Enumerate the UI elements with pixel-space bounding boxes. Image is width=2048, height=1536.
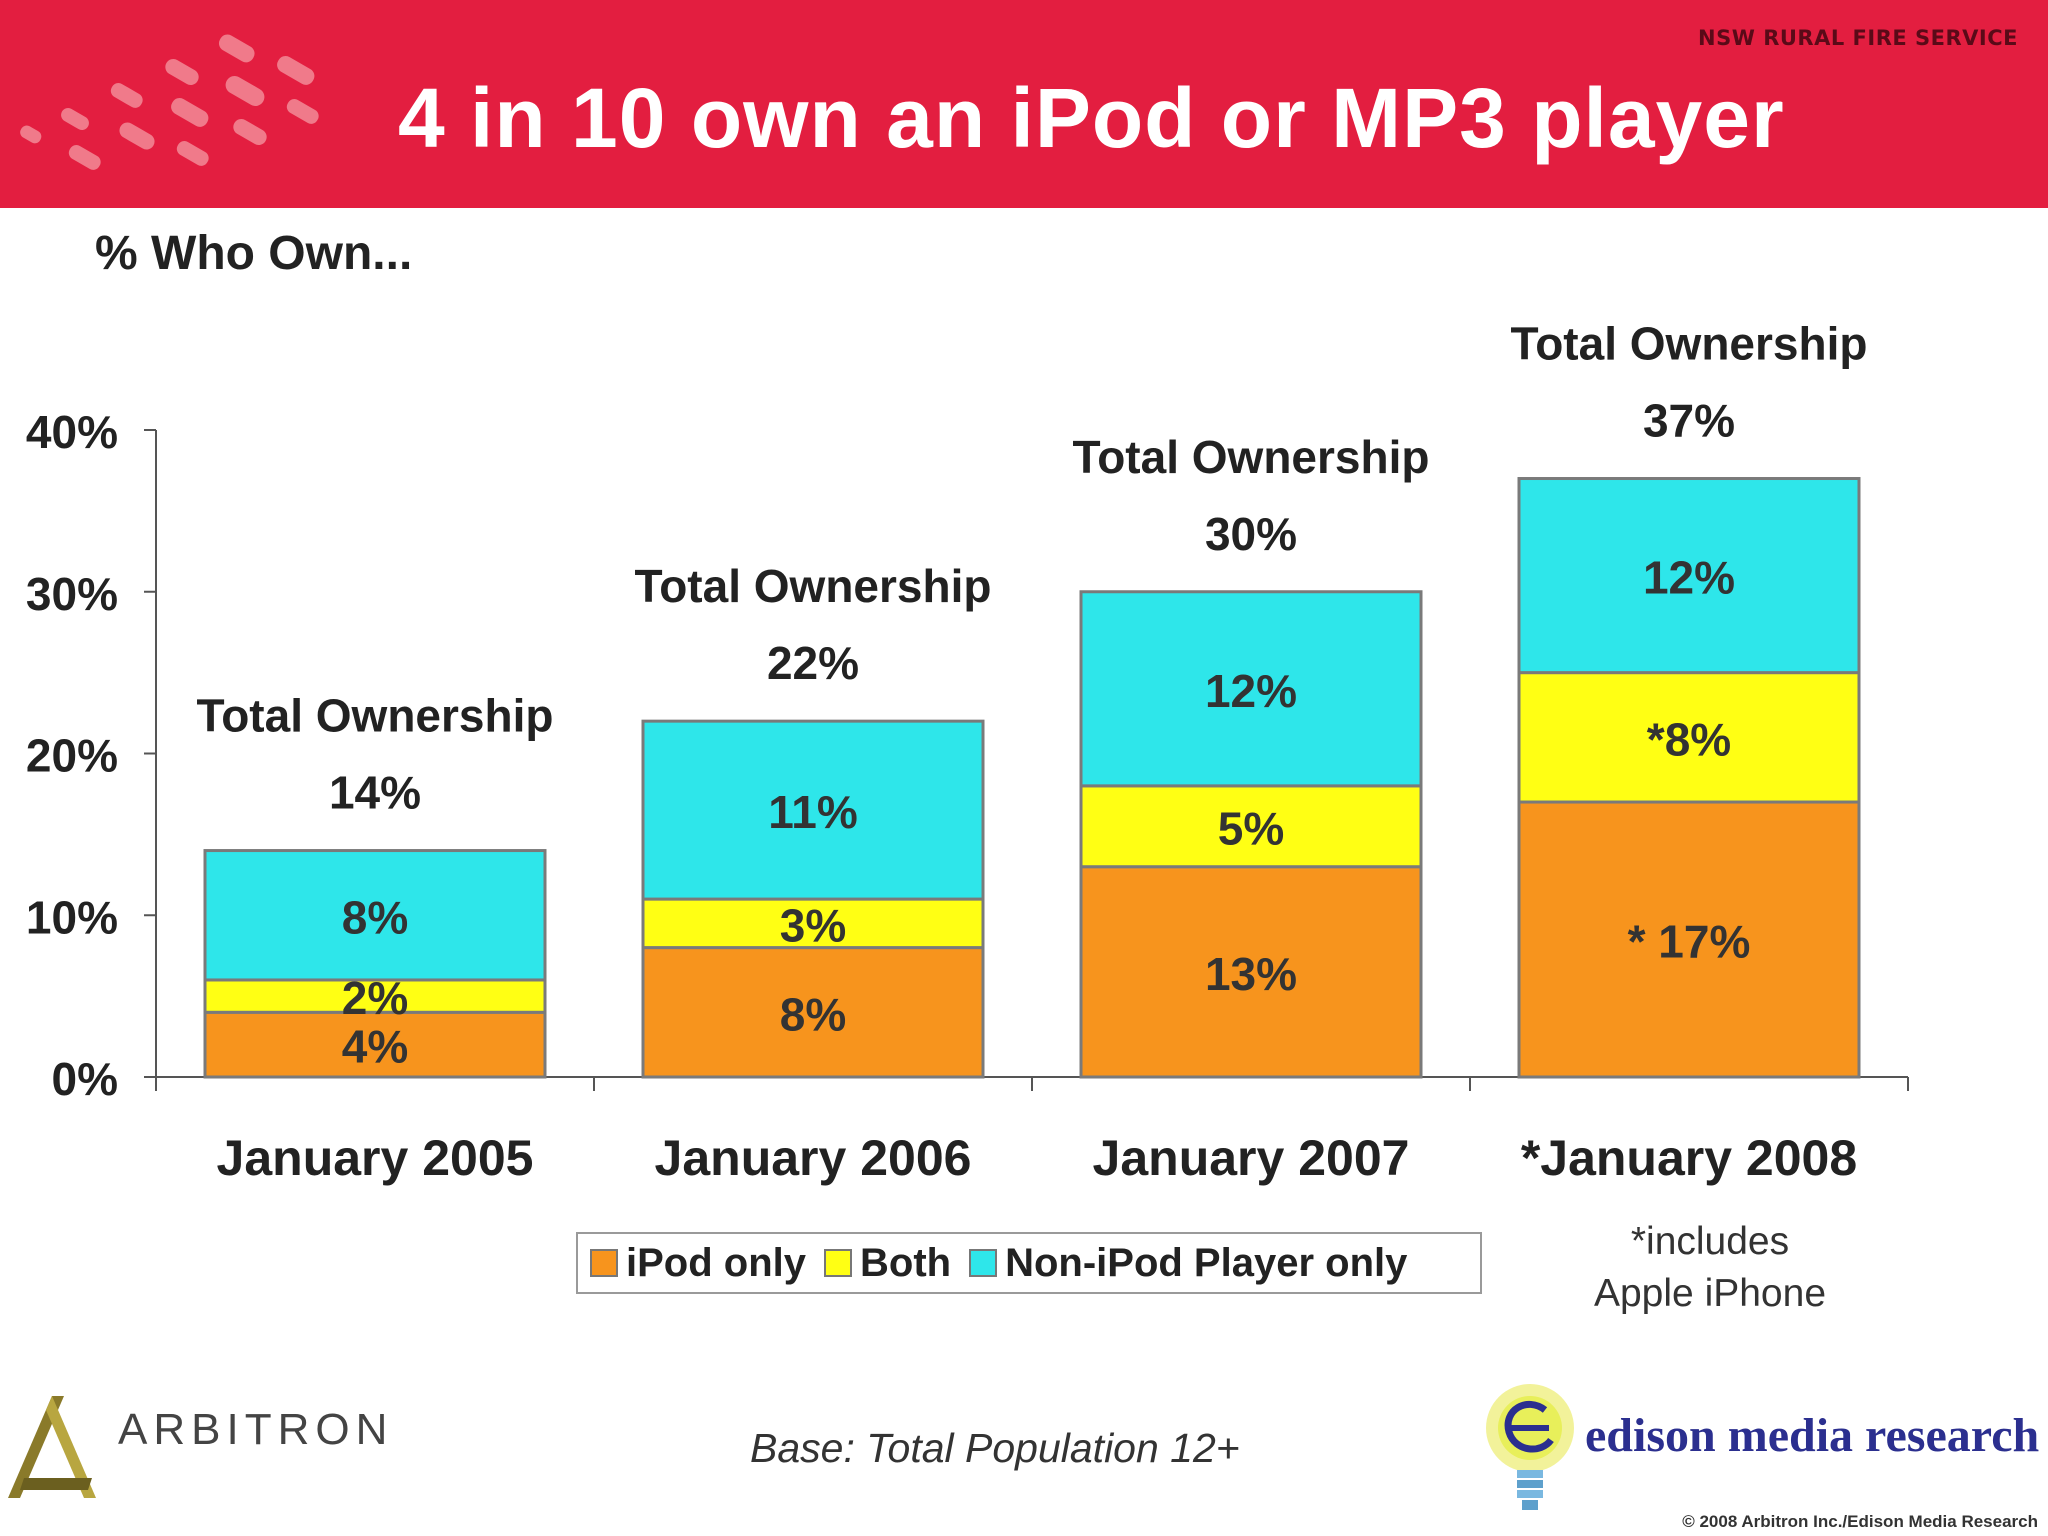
- bar-value-label: 12%: [1643, 552, 1735, 604]
- y-tick-label: 30%: [26, 568, 118, 620]
- edison-logo-text: edison media research: [1585, 1409, 2040, 1462]
- base-note: Base: Total Population 12+: [750, 1425, 1240, 1471]
- bar-segment: [1517, 800, 1861, 1079]
- bar-segment: [1517, 671, 1861, 804]
- bar-segment: [203, 978, 547, 1014]
- bar-value-label: * 17%: [1628, 916, 1751, 968]
- organization-label: NSW RURAL FIRE SERVICE: [1698, 26, 2018, 50]
- organization-prefix: NSW: [1698, 26, 1756, 50]
- total-ownership-value: 30%: [1205, 508, 1297, 560]
- y-tick-label: 0%: [52, 1053, 118, 1105]
- legend-label-both: Both: [860, 1240, 952, 1285]
- header-dots-decoration: [20, 34, 319, 170]
- organization-name: RURAL FIRE SERVICE: [1763, 26, 2018, 50]
- bar-segment: [1517, 477, 1861, 675]
- legend-label-non-ipod: Non-iPod Player only: [1005, 1240, 1408, 1285]
- total-ownership-value: 14%: [329, 767, 421, 819]
- bar-segment: [641, 946, 985, 1079]
- bar-segment: [1079, 784, 1423, 869]
- slide-title: 4 in 10 own an iPod or MP3 player: [398, 71, 1785, 165]
- legend-swatch-ipod-only: [590, 1249, 618, 1277]
- header-banner: NSW RURAL FIRE SERVICE 4 in 10 own an iP…: [0, 0, 2048, 208]
- copyright-notice: © 2008 Arbitron Inc./Edison Media Resear…: [1682, 1512, 2038, 1531]
- y-tick-label: 20%: [26, 730, 118, 782]
- x-category-label: January 2007: [1093, 1130, 1410, 1186]
- total-ownership-value: 37%: [1643, 395, 1735, 447]
- chart-legend: iPod only Both Non-iPod Player only: [576, 1232, 1482, 1294]
- legend-label-ipod-only: iPod only: [626, 1240, 806, 1285]
- bar-value-label: 5%: [1218, 802, 1284, 854]
- bar-value-label: 8%: [780, 988, 846, 1040]
- total-ownership-label: Total Ownership: [1073, 431, 1430, 483]
- footnote-line-1: *includes: [1630, 1220, 1790, 1263]
- arbitron-logo-icon: [8, 1396, 96, 1498]
- arbitron-logo-text: ARBITRON: [118, 1405, 394, 1454]
- bar-value-label: 3%: [780, 899, 846, 951]
- x-category-label: January 2005: [217, 1130, 534, 1186]
- footnote-line-2: Apple iPhone: [1593, 1272, 1827, 1315]
- y-tick-label: 10%: [26, 891, 118, 943]
- bar-segment: [641, 719, 985, 901]
- total-ownership-value: 22%: [767, 637, 859, 689]
- bar-segment: [1079, 865, 1423, 1079]
- bar-value-label: *8%: [1647, 713, 1731, 765]
- legend-swatch-both: [824, 1249, 852, 1277]
- bar-value-label: 8%: [342, 891, 408, 943]
- bar-value-label: 4%: [342, 1021, 408, 1073]
- total-ownership-label: Total Ownership: [197, 690, 554, 742]
- iphone-footnote: *includes Apple iPhone: [1580, 1216, 1840, 1320]
- bar-segment: [203, 1010, 547, 1079]
- stacked-bar-chart: 0%10%20%30%40%4%2%8%Total Ownership14%Ja…: [26, 318, 1909, 1186]
- x-category-label: January 2006: [655, 1130, 972, 1186]
- bar-segment: [203, 849, 547, 982]
- legend-item-ipod-only: iPod only: [590, 1241, 806, 1286]
- legend-item-non-ipod: Non-iPod Player only: [969, 1241, 1407, 1286]
- bar-segment: [1079, 590, 1423, 788]
- total-ownership-label: Total Ownership: [1511, 318, 1868, 370]
- y-tick-label: 40%: [26, 406, 118, 458]
- bar-value-label: 13%: [1205, 948, 1297, 1000]
- bar-value-label: 12%: [1205, 665, 1297, 717]
- total-ownership-label: Total Ownership: [635, 560, 992, 612]
- edison-lightbulb-logo-icon: [1486, 1384, 1574, 1510]
- bar-value-label: 11%: [768, 786, 858, 838]
- x-category-label: *January 2008: [1521, 1130, 1857, 1186]
- legend-swatch-non-ipod: [969, 1249, 998, 1277]
- legend-item-both: Both: [824, 1241, 951, 1286]
- chart-subtitle: % Who Own...: [95, 227, 413, 280]
